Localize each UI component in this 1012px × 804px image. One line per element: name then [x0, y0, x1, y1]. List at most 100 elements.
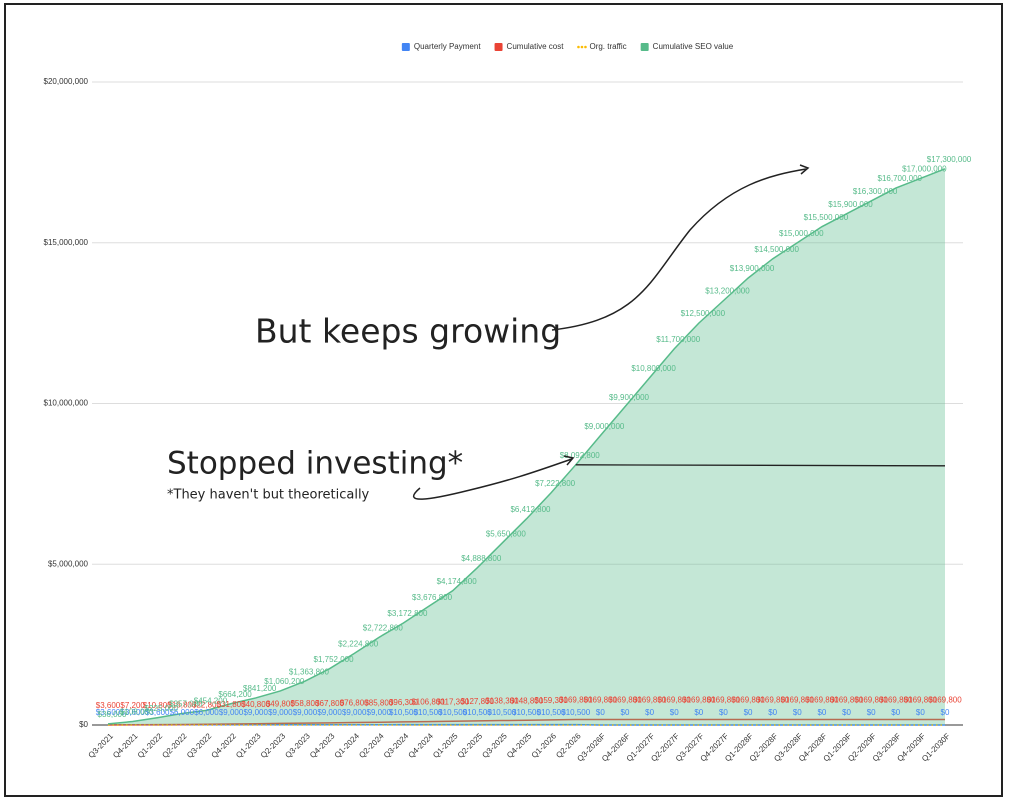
data-label: $9,000 [268, 708, 293, 717]
data-label: $169,800 [731, 696, 765, 705]
data-label: $31,800 [217, 700, 246, 709]
annotation-note: *They haven't but theoretically [167, 488, 370, 503]
data-label: $13,900,000 [730, 264, 775, 273]
arrow [412, 458, 573, 500]
data-label: $14,500,000 [754, 245, 799, 254]
data-label: $9,000,000 [584, 422, 625, 431]
data-label: $169,800 [658, 696, 692, 705]
data-label: $357,000 [169, 700, 203, 709]
data-label: $0 [744, 708, 753, 717]
data-label: $3,676,800 [412, 593, 453, 602]
legend-marker [494, 43, 503, 51]
data-label: $12,500,000 [681, 309, 726, 318]
data-label: $2,722,800 [363, 624, 404, 633]
data-label: $16,800 [167, 701, 196, 710]
data-label: $16,300,000 [853, 187, 898, 196]
data-label: $1,363,800 [289, 667, 330, 676]
data-label: $10,500 [561, 708, 590, 717]
legend-label: Org. traffic [589, 42, 626, 51]
data-label: $9,000 [367, 708, 392, 717]
y-tick-label: $0 [79, 720, 88, 729]
data-label: $15,900,000 [828, 200, 873, 209]
legend-marker [580, 45, 584, 49]
data-label: $0 [941, 708, 950, 717]
data-label: $169,800 [608, 696, 642, 705]
y-tick-label: $10,000,000 [44, 399, 89, 408]
annotation: Stopped investing* [167, 446, 463, 482]
data-label: $49,800 [266, 700, 295, 709]
data-label: $10,800 [143, 701, 172, 710]
legend-label: Cumulative cost [507, 42, 565, 51]
data-label: $17,000,000 [902, 165, 947, 174]
data-label: $117,300 [436, 697, 469, 706]
data-label: $169,800 [879, 696, 913, 705]
data-label: $76,800 [340, 699, 369, 708]
data-label: $15,000,000 [779, 229, 824, 238]
data-label: $40,800 [241, 700, 270, 709]
data-label: $0 [719, 708, 728, 717]
annotation: But keeps growing [255, 312, 561, 351]
data-label: $0 [817, 708, 826, 717]
legend-item: Quarterly Payment [401, 42, 481, 51]
data-label: $10,500 [512, 708, 541, 717]
data-label: $169,800 [707, 696, 741, 705]
data-label: $0 [842, 708, 851, 717]
data-label: $127,800 [461, 697, 495, 706]
data-label: $10,500 [389, 708, 418, 717]
data-label: $454,200 [194, 697, 228, 706]
data-label: $13,200,000 [705, 287, 750, 296]
data-label: $9,000 [342, 708, 367, 717]
data-label: $3,600 [145, 708, 170, 717]
data-label: $0 [645, 708, 654, 717]
data-label: $36,000 [98, 710, 127, 719]
data-label: $2,224,800 [338, 640, 379, 649]
legend-marker [584, 45, 587, 49]
data-label: $106,800 [411, 698, 445, 707]
data-label: $169,800 [559, 696, 593, 705]
data-label: $159,300 [534, 696, 568, 705]
data-label: $0 [694, 708, 703, 717]
data-label: $0 [867, 708, 876, 717]
data-label: $4,888,800 [461, 554, 502, 563]
data-label: $15,500,000 [804, 213, 849, 222]
data-label: $0 [891, 708, 900, 717]
legend-marker [640, 43, 649, 51]
frame [4, 3, 1003, 797]
data-label: $10,500 [438, 708, 467, 717]
data-label: $0 [916, 708, 925, 717]
arrow-head [563, 455, 575, 466]
arrow-head [799, 164, 810, 175]
data-label: $108,000 [120, 708, 154, 717]
y-tick-label: $15,000,000 [44, 238, 89, 247]
data-label: $0 [596, 708, 605, 717]
data-label: $148,800 [510, 696, 544, 705]
area [108, 168, 945, 725]
data-label: $17,300,000 [927, 155, 972, 164]
data-label: $7,222,800 [535, 479, 576, 488]
data-label: $67,800 [315, 699, 344, 708]
data-label: $11,700,000 [656, 335, 700, 344]
data-label: $169,800 [756, 696, 790, 705]
data-label: $169,800 [904, 696, 938, 705]
data-label: $10,500 [487, 708, 516, 717]
reference-line [575, 464, 946, 467]
data-label: $169,800 [854, 696, 888, 705]
legend-marker [401, 43, 410, 51]
line [107, 168, 946, 725]
data-label: $6,000 [194, 708, 219, 717]
data-label: $9,000 [293, 708, 318, 717]
data-label: $3,172,800 [387, 609, 428, 618]
data-label: $58,800 [290, 699, 319, 708]
data-label: $0 [793, 708, 802, 717]
data-label: $169,800 [781, 696, 815, 705]
data-label: $1,752,000 [314, 655, 355, 664]
data-label: $3,600 [120, 708, 145, 717]
data-label: $6,412,800 [510, 505, 551, 514]
data-label: $10,800,000 [631, 364, 676, 373]
legend-label: Cumulative SEO value [653, 42, 734, 51]
data-label: $3,600 [96, 708, 121, 717]
data-label: $9,000 [219, 708, 244, 717]
data-label: $96,300 [389, 698, 418, 707]
data-label: $8,092,800 [560, 451, 601, 460]
